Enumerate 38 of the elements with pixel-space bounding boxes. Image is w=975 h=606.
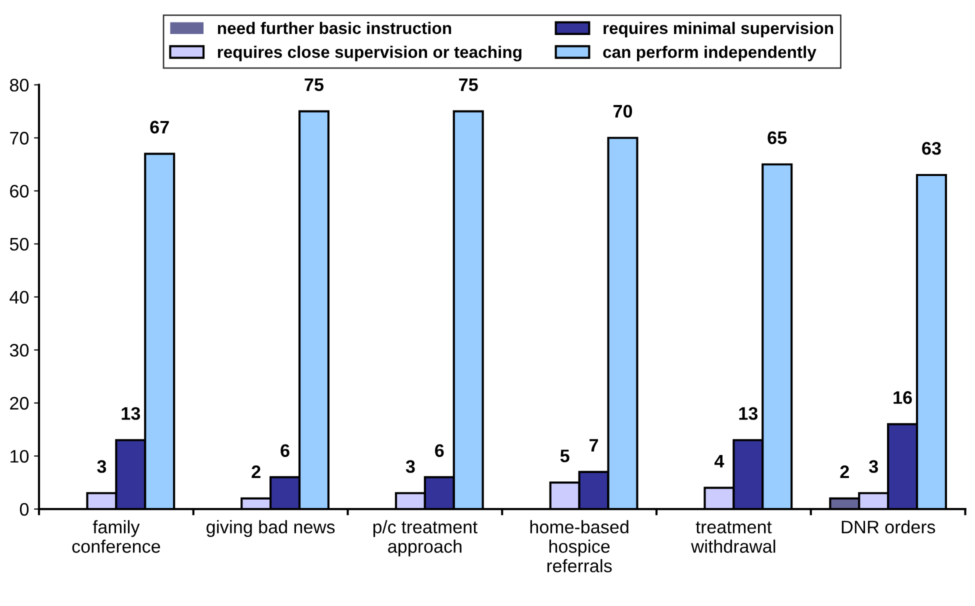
x-tick-label: home-based hospice referrals: [530, 520, 628, 572]
data-label: 16: [894, 391, 912, 404]
data-label: 63: [922, 142, 941, 155]
data-label: 65: [768, 131, 787, 144]
legend-label: requires minimal supervision: [604, 22, 834, 38]
x-tick-label: DNR orders: [842, 520, 936, 534]
legend-label: can perform independently: [603, 46, 816, 62]
data-label: 3: [406, 460, 415, 473]
data-label: 4: [714, 454, 724, 468]
data-label: 3: [868, 460, 878, 473]
data-label: 70: [613, 104, 632, 118]
y-tick-label: 20: [10, 396, 29, 410]
y-tick-label: 40: [10, 290, 29, 304]
data-label: 6: [280, 444, 290, 457]
y-tick-label: 60: [10, 184, 29, 198]
data-label: 75: [459, 78, 478, 92]
x-tick-label: giving bad news: [206, 520, 335, 537]
data-label: 67: [150, 120, 169, 134]
x-tick-label: treatment withdrawal: [691, 522, 776, 553]
data-label: 2: [252, 465, 260, 478]
data-label: 75: [304, 78, 324, 92]
y-tick-label: 10: [10, 450, 29, 463]
y-tick-label: 0: [20, 502, 29, 516]
data-label: 5: [560, 450, 570, 462]
x-tick-label: p/c treatment approach: [373, 520, 478, 556]
data-label: 13: [739, 407, 758, 420]
y-tick-label: 50: [10, 238, 29, 251]
y-tick-label: 70: [10, 132, 29, 145]
data-label: 13: [122, 407, 140, 420]
data-label: 2: [840, 465, 849, 478]
y-tick-label: 30: [10, 344, 29, 357]
legend-label: need further basic instruction: [218, 22, 452, 34]
data-label: 7: [590, 439, 598, 452]
y-tick-label: 80: [10, 78, 29, 92]
data-label: 6: [435, 444, 444, 457]
data-label: 3: [97, 460, 106, 473]
x-tick-label: family conference: [72, 520, 160, 553]
legend-label: requires close supervision or teaching: [218, 46, 522, 62]
